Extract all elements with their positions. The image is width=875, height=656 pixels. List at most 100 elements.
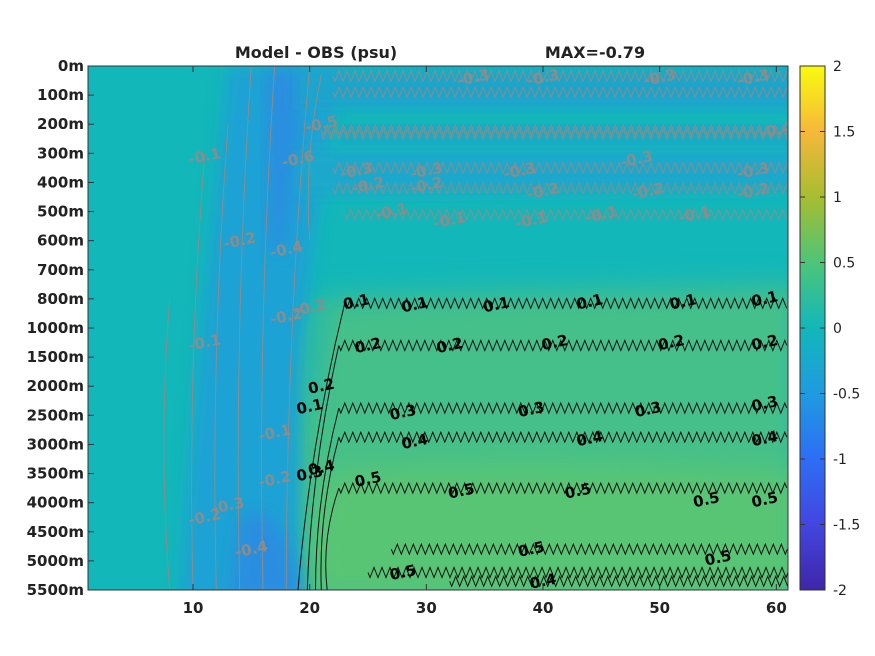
contour-line-negative xyxy=(307,74,322,241)
contour-label-positive: 0.5 xyxy=(691,488,721,511)
y-tick-label: 100m xyxy=(37,86,84,104)
contour-line-positive xyxy=(325,487,340,590)
colorbar-tick-label: -2 xyxy=(833,583,847,599)
contour-label-negative: -0.3 xyxy=(642,65,678,89)
contour-line-positive xyxy=(344,296,788,310)
colorbar-tick-label: -1 xyxy=(833,452,847,468)
y-tick-label: 5500m xyxy=(27,581,84,599)
contour-label-positive: 0.3 xyxy=(633,398,663,421)
chart-title-left: Model - OBS (psu) xyxy=(235,43,397,62)
x-tick-label: 30 xyxy=(416,599,437,617)
contour-label-positive: 0.4 xyxy=(400,430,430,453)
contour-label-positive: 0.3 xyxy=(516,398,546,421)
contour-line-positive xyxy=(338,430,788,444)
y-tick-label: 800m xyxy=(37,290,84,308)
x-tick-label: 40 xyxy=(533,599,554,617)
colorbar-tick-label: -1.5 xyxy=(833,518,860,534)
negative-anomaly-region xyxy=(180,66,788,590)
contour-label-positive: 0.5 xyxy=(563,479,593,502)
contour-label-positive: 0.4 xyxy=(750,427,780,450)
contour-label-positive: 0.3 xyxy=(750,392,780,415)
contour-line-positive xyxy=(367,566,788,579)
y-tick-label: 500m xyxy=(37,203,84,221)
y-axis: 0m 100m 200m 300m 400m 500m 600m 700m 800m 1000m 1… xyxy=(27,57,94,599)
y-tick-label: 4000m xyxy=(27,494,84,512)
positive-anomaly-region xyxy=(288,286,788,590)
contour-label-positive: 0.2 xyxy=(540,331,570,354)
contour-line-positive xyxy=(315,407,340,590)
contour-line-negative xyxy=(320,128,788,141)
contour-line-negative xyxy=(332,161,788,175)
contour-line-positive xyxy=(338,401,788,415)
contour-label-positive: 0.5 xyxy=(703,546,733,569)
x-axis: 10 20 30 40 50 60 xyxy=(183,66,787,617)
contour-label-positive: 0.2 xyxy=(353,334,383,357)
x-tick-label: 20 xyxy=(299,599,320,617)
contour-line-negative xyxy=(332,181,788,195)
contour-label-negative: -0.3 xyxy=(735,65,771,89)
contour-label-positive: 0.5 xyxy=(446,479,476,502)
colorbar-tick-label: 2 xyxy=(833,59,842,75)
y-tick-label: 2500m xyxy=(27,406,84,424)
x-tick-label: 50 xyxy=(649,599,670,617)
contour-label-positive: 0.1 xyxy=(481,293,511,316)
contour-label-positive: 0.5 xyxy=(353,468,383,491)
contour-label-positive: 0.5 xyxy=(750,488,780,511)
contour-label-positive: 0.2 xyxy=(656,331,686,354)
colorbar: 2 1.5 1 0.5 0 -0.5 -1 -1.5 -2 xyxy=(799,59,860,599)
contour-line-positive xyxy=(449,574,788,588)
contour-label-positive: 0.5 xyxy=(388,561,418,584)
contour-line-negative xyxy=(332,85,788,99)
colorbar-tick-label: 0 xyxy=(833,321,842,337)
contour-label-positive: 0.1 xyxy=(575,290,605,313)
contour-label-positive: 0.2 xyxy=(750,331,780,354)
contour-label-positive: 0.1 xyxy=(400,293,430,316)
colorbar-tick-label: 0.5 xyxy=(833,256,855,272)
y-tick-label: 400m xyxy=(37,173,84,191)
contour-line-negative xyxy=(285,66,311,590)
y-tick-label: 300m xyxy=(37,144,84,162)
y-tick-label: 2000m xyxy=(27,377,84,395)
contour-label-positive: 0.5 xyxy=(516,538,546,561)
contour-line-positive xyxy=(297,303,346,590)
contour-label-positive: 0.1 xyxy=(750,287,780,310)
contour-label-positive: 0.3 xyxy=(388,401,418,424)
contour-label-positive: 0.1 xyxy=(668,290,698,313)
contour-label-positive: 0.1 xyxy=(295,395,325,418)
contour-label-positive: 0.2 xyxy=(306,375,336,398)
colorbar-tick-label: 1 xyxy=(833,190,842,206)
contour-lines xyxy=(163,66,788,590)
y-tick-label: 1500m xyxy=(27,348,84,366)
y-tick-label: 1000m xyxy=(27,319,84,337)
contour-label-positive: 0.1 xyxy=(341,290,371,313)
y-tick-label: 3500m xyxy=(27,465,84,483)
plot-area xyxy=(88,66,788,590)
contour-label-negative: -0.3 xyxy=(455,65,491,89)
contour-label-positive: 0.4 xyxy=(306,456,336,479)
contour-line-negative xyxy=(191,153,206,590)
contour-label-positive: 0.4 xyxy=(575,427,605,450)
y-tick-label: 0m xyxy=(58,57,84,75)
y-tick-label: 5000m xyxy=(27,552,84,570)
contour-line-negative xyxy=(332,69,788,83)
y-tick-label: 4500m xyxy=(27,523,84,541)
contour-line-negative xyxy=(237,66,252,590)
contour-label-negative: -0.3 xyxy=(525,65,561,89)
contour-line-negative xyxy=(320,123,788,137)
row-stripe-1 xyxy=(340,124,788,146)
contour-label-positive: 0.4 xyxy=(528,570,558,593)
contour-line-negative xyxy=(344,208,788,221)
contour-line-positive xyxy=(390,542,788,556)
colorbar-tick-label: -0.5 xyxy=(833,387,860,403)
y-tick-label: 200m xyxy=(37,115,84,133)
y-tick-label: 600m xyxy=(37,232,84,250)
contour-line-positive xyxy=(320,437,340,590)
y-tick-label: 700m xyxy=(37,261,84,279)
contour-label-positive: 0.3 xyxy=(295,462,325,485)
contour-line-positive xyxy=(306,345,340,590)
contour-line-negative xyxy=(163,298,171,590)
contour-line-positive xyxy=(338,339,788,352)
x-tick-label: 10 xyxy=(183,599,204,617)
contour-line-positive xyxy=(338,481,788,495)
